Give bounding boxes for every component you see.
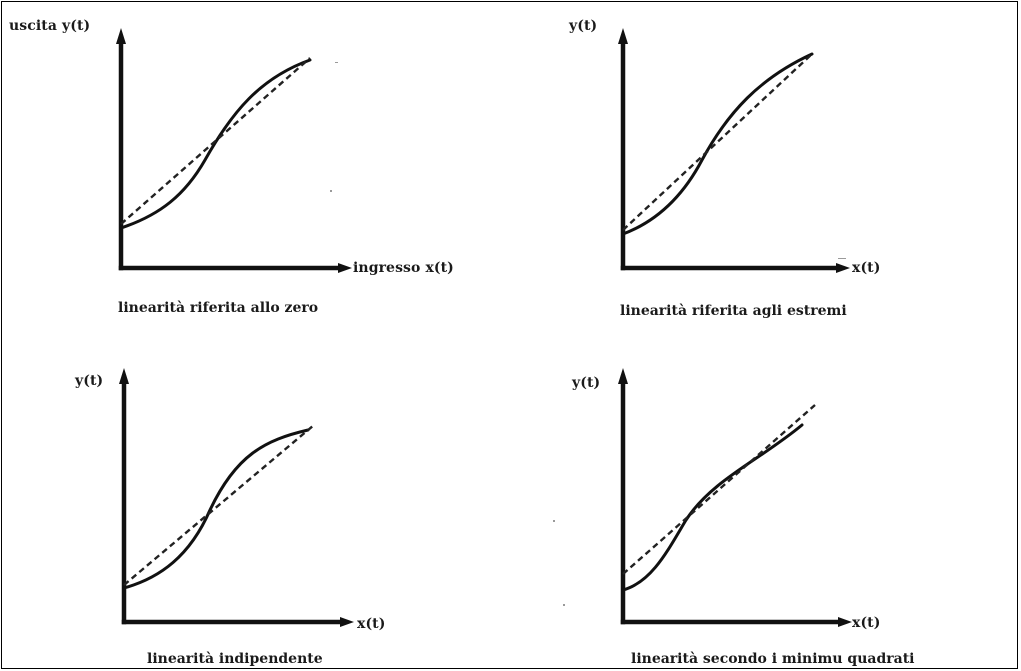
panel-independent bbox=[119, 368, 354, 627]
reference-line bbox=[622, 53, 813, 231]
scan-speck bbox=[563, 604, 565, 606]
characteristic-curve bbox=[621, 52, 814, 236]
scan-speck bbox=[335, 62, 338, 63]
y-axis-arrow bbox=[618, 28, 628, 44]
characteristic-curve bbox=[122, 428, 310, 590]
x-axis-arrow bbox=[838, 617, 852, 627]
x-axis-arrow bbox=[836, 263, 850, 273]
reference-line bbox=[622, 404, 816, 575]
panel-4-x-axis-label: x(t) bbox=[852, 615, 881, 631]
scan-speck bbox=[330, 190, 332, 192]
panel-3-caption: linearità indipendente bbox=[147, 651, 323, 667]
panel-1-caption: linearità riferita allo zero bbox=[118, 300, 319, 316]
panel-2-caption: linearità riferita agli estremi bbox=[620, 303, 847, 319]
panel-1-y-axis-label: uscita y(t) bbox=[9, 18, 91, 34]
panel-2-x-axis-label: x(t) bbox=[852, 260, 881, 276]
characteristic-curve bbox=[119, 58, 312, 230]
panel-zero-based bbox=[116, 28, 352, 273]
panel-least-squares bbox=[618, 368, 852, 627]
x-axis-arrow bbox=[340, 617, 354, 627]
y-axis-arrow bbox=[116, 28, 126, 44]
panel-4-caption: linearità secondo i minimu quadrati bbox=[631, 651, 915, 667]
scan-speck bbox=[838, 258, 846, 259]
characteristic-curve bbox=[621, 423, 804, 592]
panel-2-y-axis-label: y(t) bbox=[569, 18, 598, 34]
panel-4-y-axis-label: y(t) bbox=[572, 375, 601, 391]
panel-3-y-axis-label: y(t) bbox=[75, 373, 104, 389]
panel-1-x-axis-label: ingresso x(t) bbox=[353, 260, 454, 276]
panel-3-x-axis-label: x(t) bbox=[357, 616, 386, 632]
x-axis-arrow bbox=[338, 263, 352, 273]
reference-line bbox=[123, 424, 315, 586]
reference-line bbox=[120, 57, 311, 225]
y-axis-arrow bbox=[618, 368, 628, 384]
panel-endpoint-based bbox=[618, 28, 850, 273]
y-axis-arrow bbox=[119, 368, 129, 384]
scan-speck bbox=[553, 520, 555, 522]
